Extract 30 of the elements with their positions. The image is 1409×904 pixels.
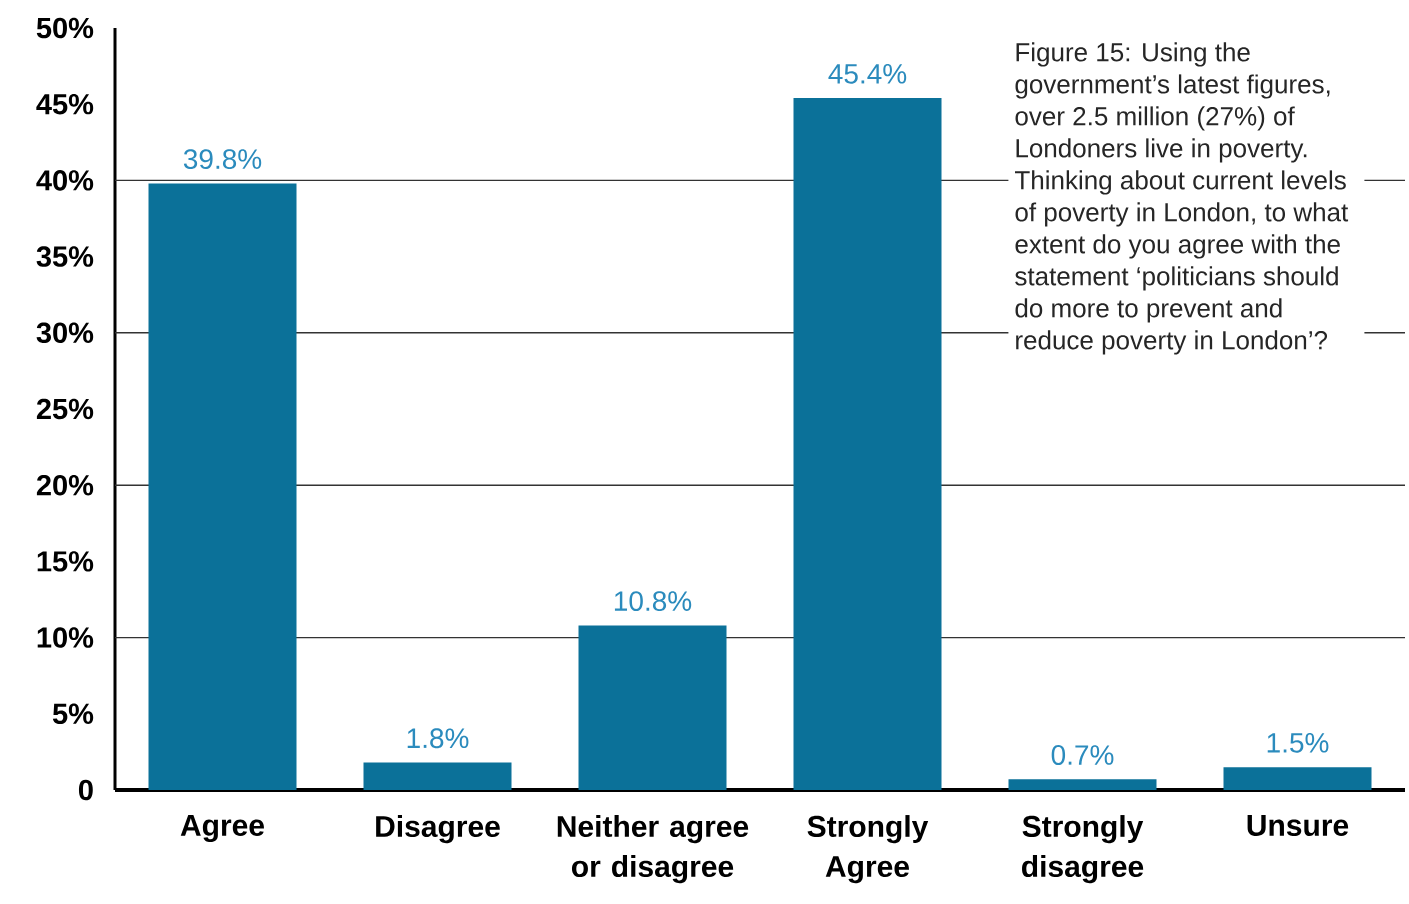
data-label: 1.8% bbox=[407, 728, 469, 749]
bar bbox=[578, 625, 727, 790]
x-tick-label: Agree bbox=[180, 815, 264, 843]
bar bbox=[363, 762, 512, 790]
bar bbox=[1008, 779, 1157, 790]
bar bbox=[793, 98, 942, 790]
y-tick-label: 45% bbox=[36, 93, 94, 115]
y-tick-label: 30% bbox=[36, 322, 94, 344]
text: Figure 15: Using the government’s latest figures, over 2.5 million (27%) of Londoners live in poverty. Thinking about current levels of poverty in London, to what extent do you agree with the statement ‘politicians should do more to prevent and reduce poverty in London’? bbox=[1015, 42, 1349, 355]
y-tick-label: 25% bbox=[36, 398, 94, 420]
y-tick-label: 0 bbox=[78, 779, 93, 801]
data-label: 10.8% bbox=[614, 591, 692, 612]
x-tick-label: Strongly disagree bbox=[1022, 815, 1144, 884]
y-tick-label: 15% bbox=[37, 551, 94, 572]
data-label: 0.7% bbox=[1051, 745, 1114, 765]
y-tick-label: 40% bbox=[36, 170, 94, 191]
bar bbox=[148, 183, 297, 790]
data-label: 1.5% bbox=[1267, 733, 1329, 753]
y-tick-label: 5% bbox=[52, 703, 94, 725]
y-tick-label: 35% bbox=[36, 246, 94, 267]
data-label: 45.4% bbox=[828, 63, 907, 84]
bar bbox=[1223, 767, 1372, 790]
x-tick-label: Strongly Agree bbox=[807, 815, 929, 884]
y-tick-label: 50% bbox=[36, 17, 94, 39]
data-label: 39.8% bbox=[183, 149, 262, 170]
x-tick-label: Unsure bbox=[1247, 815, 1349, 836]
x-tick-label: Neither agree or disagree bbox=[557, 815, 749, 884]
y-tick-label: 10% bbox=[37, 627, 94, 648]
x-tick-label: Disagree bbox=[376, 815, 500, 844]
y-tick-label: 20% bbox=[36, 474, 94, 496]
